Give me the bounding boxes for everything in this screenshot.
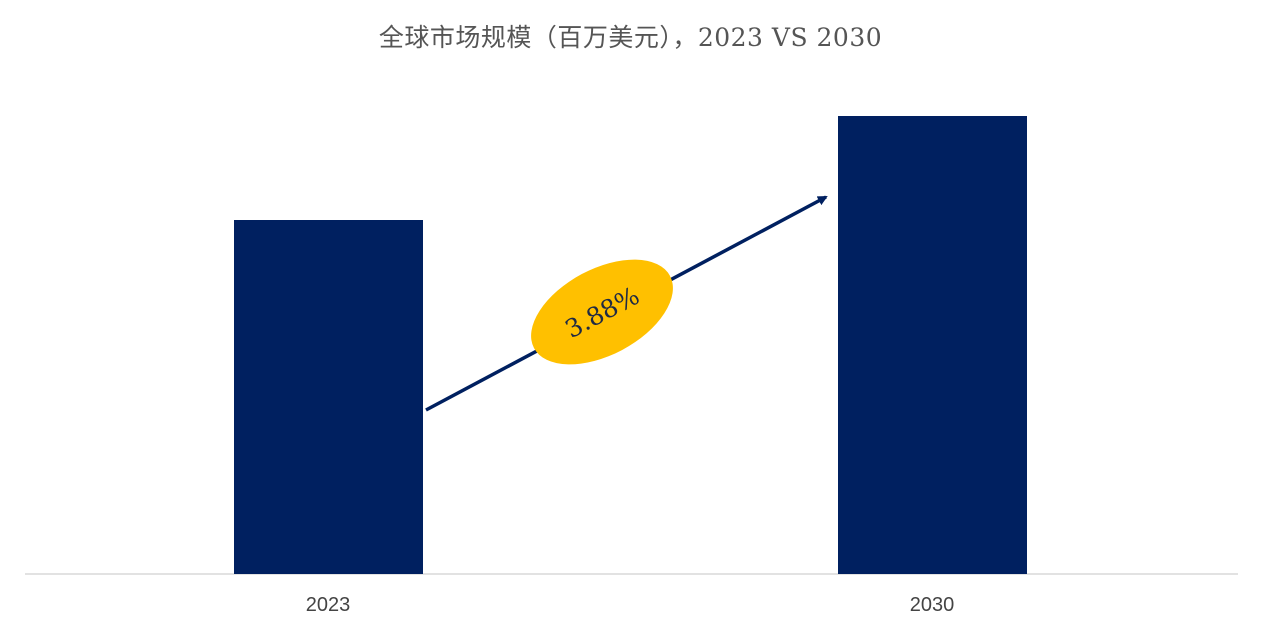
cagr-ellipse <box>531 259 673 365</box>
chart-title: 全球市场规模（百万美元），2023 VS 2030 <box>378 23 883 52</box>
bar-2030 <box>838 116 1027 574</box>
bar-2023 <box>234 220 423 574</box>
tick-label-2030: 2030 <box>910 594 955 616</box>
cagr-badge: 3.88% <box>531 259 673 365</box>
tick-label-2023: 2023 <box>306 594 351 616</box>
